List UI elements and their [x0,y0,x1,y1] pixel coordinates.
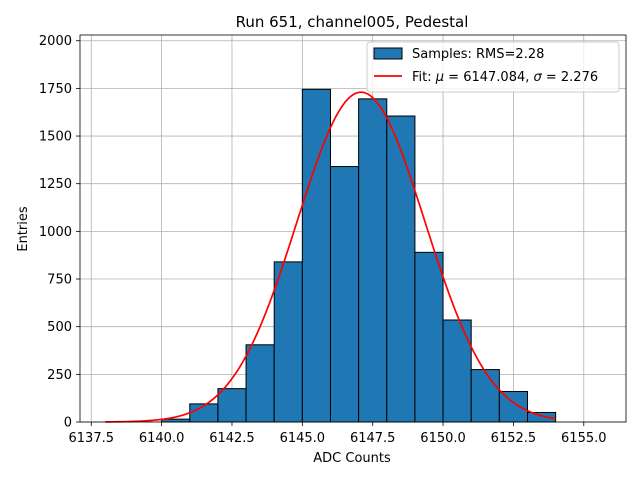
legend-frame [366,41,620,93]
histogram-bar [442,319,472,423]
histogram-bar [470,369,500,423]
histogram-bar [386,115,416,423]
x-tick-label: 6152.5 [491,431,537,446]
y-tick-label: 0 [64,416,72,431]
histogram-bar [329,166,360,423]
chart-title: Run 651, channel005, Pedestal [236,13,469,31]
y-tick-label: 1750 [39,82,72,97]
y-tick-label: 1500 [39,130,72,145]
y-axis-ticks: 0 250 500 750 1000 1250 1500 1750 2000 [39,34,80,431]
histogram-bars [161,88,557,423]
legend-sigma-value: = 2.276 [542,70,598,85]
x-axis-label: ADC Counts [313,451,391,466]
y-tick-label: 1250 [39,177,72,192]
y-tick-label: 750 [47,273,72,288]
legend-fit-prefix: Fit: [412,70,436,85]
y-tick-label: 500 [47,320,72,335]
legend-samples-swatch [373,47,403,60]
x-axis-ticks: 6137.5 6140.0 6142.5 6145.0 6147.5 6150.0 6152… [69,422,607,446]
y-tick-label: 1000 [39,225,72,240]
x-tick-label: 6142.5 [209,431,255,446]
legend-samples-label: Samples: RMS=2.28 [412,47,544,62]
legend-mu-symbol: μ [435,70,444,85]
x-tick-label: 6145.0 [280,431,326,446]
histogram-bar [358,98,388,423]
y-tick-label: 2000 [39,34,72,49]
legend: Samples: RMS=2.28 Fit: μ = 6147.084, σ =… [366,41,620,93]
x-tick-label: 6140.0 [139,431,185,446]
histogram-bar [301,88,331,423]
legend-fit-label: Fit: μ = 6147.084, σ = 2.276 [412,70,598,85]
legend-sigma-symbol: σ [534,70,543,85]
y-tick-label: 250 [47,368,72,383]
x-tick-label: 6150.0 [420,431,466,446]
histogram-bar [217,388,247,423]
plot-area-frame [79,34,627,423]
x-tick-label: 6155.0 [561,431,607,446]
legend-mu-value: = 6147.084, [444,70,533,85]
x-tick-label: 6147.5 [350,431,396,446]
histogram-bar [273,261,303,423]
histogram-bar [414,251,444,423]
histogram-bar [498,390,528,423]
histogram-bar [245,344,275,423]
fit-curve-group [105,91,556,423]
x-tick-label: 6137.5 [69,431,115,446]
y-axis-label: Entries [16,206,31,252]
fit-curve [105,91,556,423]
